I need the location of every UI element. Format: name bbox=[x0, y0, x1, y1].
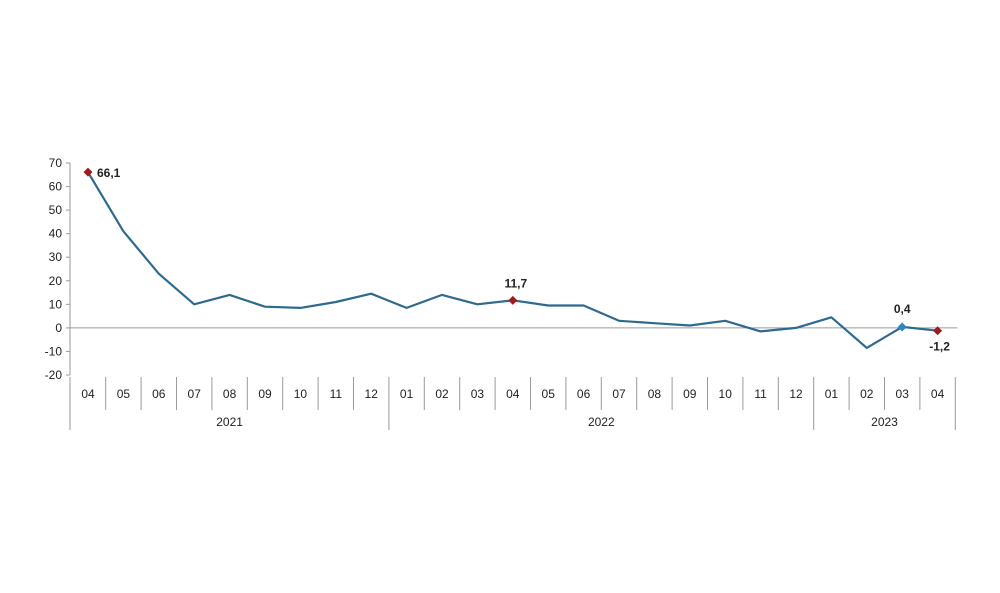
x-tick-label: 02 bbox=[860, 387, 874, 401]
series bbox=[87, 171, 938, 349]
x-tick-label: 01 bbox=[825, 387, 839, 401]
y-tick-label: 0 bbox=[55, 321, 62, 335]
y-tick-label: -20 bbox=[45, 368, 63, 382]
x-tick-label: 12 bbox=[365, 387, 379, 401]
x-tick-label: 01 bbox=[400, 387, 414, 401]
x-tick-label: 12 bbox=[789, 387, 803, 401]
y-tick-label: 30 bbox=[49, 250, 63, 264]
data-point-marker bbox=[897, 322, 907, 332]
x-tick-label: 03 bbox=[896, 387, 910, 401]
y-tick-label: 70 bbox=[49, 156, 63, 170]
y-tick-label: 50 bbox=[49, 203, 63, 217]
data-label: 0,4 bbox=[894, 302, 911, 316]
year-label: 2022 bbox=[588, 415, 615, 429]
year-label: 2023 bbox=[871, 415, 898, 429]
y-tick-label: 10 bbox=[49, 297, 63, 311]
y-tick-label: 20 bbox=[49, 274, 63, 288]
x-tick-label: 09 bbox=[258, 387, 272, 401]
x-tick-label: 02 bbox=[435, 387, 449, 401]
x-tick-label: 11 bbox=[754, 387, 767, 401]
x-tick-label: 04 bbox=[81, 387, 95, 401]
x-tick-label: 04 bbox=[506, 387, 520, 401]
data-label: 11,7 bbox=[504, 276, 527, 290]
x-tick-label: 03 bbox=[471, 387, 485, 401]
x-tick-label: 10 bbox=[719, 387, 733, 401]
data-label: -1,2 bbox=[929, 340, 950, 354]
x-tick-label: 07 bbox=[612, 387, 626, 401]
data-point-marker bbox=[508, 295, 518, 305]
x-tick-label: 09 bbox=[683, 387, 697, 401]
y-axis: 70 60 50 40 30 20 10 0 -10 -20 bbox=[45, 156, 71, 382]
x-tick-label: 08 bbox=[223, 387, 237, 401]
x-tick-label: 06 bbox=[577, 387, 591, 401]
data-label: 66,1 bbox=[97, 166, 121, 180]
x-tick-label: 06 bbox=[152, 387, 166, 401]
x-axis: 04 05 06 07 08 09 10 11 12 01 02 03 04 05 06 07 08 09 10 11… bbox=[69, 327, 958, 430]
x-tick-label: 05 bbox=[117, 387, 131, 401]
y-tick-label: 40 bbox=[49, 227, 63, 241]
y-tick-label: -10 bbox=[45, 344, 63, 358]
annotations: 66,1 11,7 0,4 -1,2 bbox=[83, 166, 950, 354]
y-tick-label: 60 bbox=[49, 180, 63, 194]
year-label: 2021 bbox=[216, 415, 243, 429]
x-tick-label: 11 bbox=[330, 387, 343, 401]
data-point-marker bbox=[83, 167, 93, 177]
x-tick-label: 07 bbox=[188, 387, 202, 401]
x-tick-label: 10 bbox=[294, 387, 308, 401]
series-line bbox=[87, 171, 938, 349]
x-tick-label: 08 bbox=[648, 387, 662, 401]
x-tick-label: 04 bbox=[931, 387, 945, 401]
data-point-marker bbox=[933, 326, 943, 336]
x-tick-label: 05 bbox=[542, 387, 556, 401]
